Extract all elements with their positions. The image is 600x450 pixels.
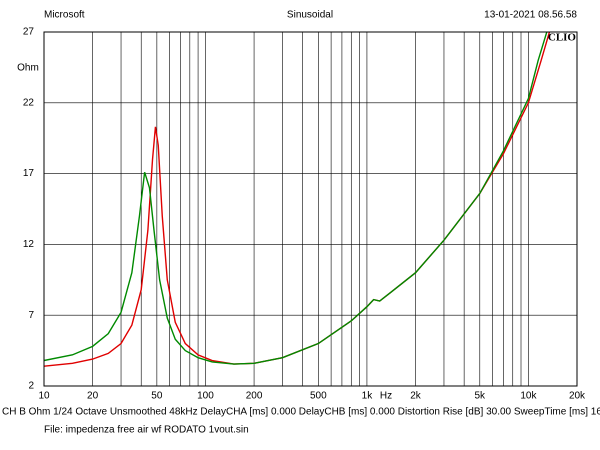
plot-frame (43, 31, 578, 387)
x-tick-label: 10k (520, 391, 537, 402)
chart-title: Sinusoidal (287, 10, 333, 21)
header-left: Microsoft (44, 10, 85, 21)
x-tick-label: 2k (410, 391, 422, 402)
x-tick-label: 20k (569, 391, 586, 402)
x-unit: Hz (380, 391, 392, 402)
y-unit: Ohm (17, 63, 39, 74)
x-tick-label: 20 (87, 391, 99, 402)
x-tick-label: 5k (475, 391, 487, 402)
x-tick-label: 10 (38, 391, 50, 402)
header-right: 13-01-2021 08.56.58 (484, 10, 577, 21)
y-tick-label: 12 (23, 239, 35, 250)
x-tick-label: 50 (151, 391, 163, 402)
y-tick-label: 7 (28, 310, 34, 321)
y-tick-label: 17 (23, 168, 35, 179)
x-tick-label: 200 (246, 391, 263, 402)
x-tick-label: 1k (362, 391, 374, 402)
info-line: CH B Ohm 1/24 Octave Unsmoothed 48kHz De… (2, 407, 600, 418)
x-tick-label: 100 (197, 391, 214, 402)
y-tick-label: 2 (28, 381, 34, 392)
impedance-curve (44, 32, 548, 365)
x-tick-label: 500 (310, 391, 327, 402)
y-tick-label: 22 (23, 97, 35, 108)
file-line: File: impedenza free air wf RODATO 1vout… (44, 425, 249, 436)
logo: CLIO (548, 32, 577, 44)
y-tick-label: 27 (23, 27, 35, 38)
